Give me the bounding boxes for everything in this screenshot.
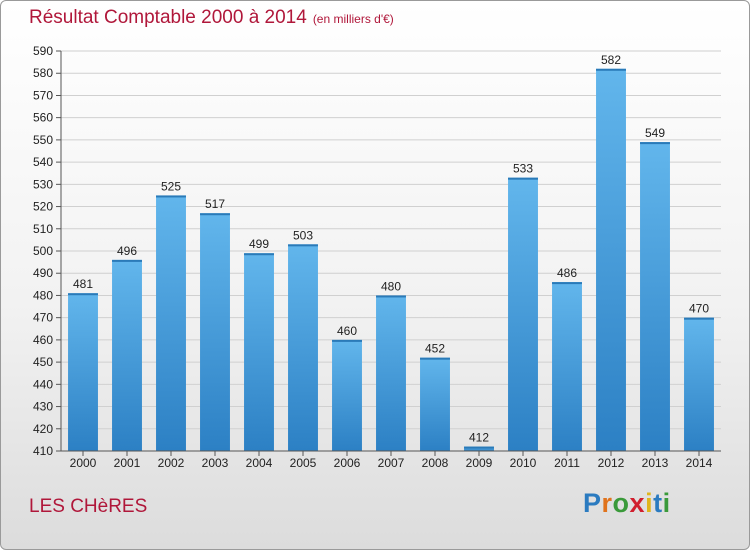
bar	[200, 213, 230, 451]
bar-top-edge	[376, 295, 406, 298]
y-tick-label: 470	[33, 311, 53, 325]
x-tick-label: 2001	[114, 456, 141, 470]
data-label: 549	[645, 126, 665, 140]
y-axis: 410 420 430 440 450 460 470 480 490 500 510 520 530 5…	[33, 44, 62, 458]
bar-top-edge	[640, 142, 670, 145]
bar	[464, 446, 494, 451]
data-label: 499	[249, 237, 269, 251]
bar	[596, 68, 626, 452]
title-text: Résultat Comptable 2000 à 2014	[29, 7, 307, 28]
x-axis: 2000 2001 2002 2003 2004 2005 2006 2007 2008 2009…	[61, 450, 721, 470]
logo-letter: x	[629, 488, 646, 518]
bar-top-edge	[156, 195, 186, 198]
data-label: 480	[381, 279, 401, 293]
bar-top-edge	[332, 339, 362, 342]
y-tick-label: 570	[33, 88, 53, 102]
x-tick-label: 2009	[466, 456, 493, 470]
y-tick-label: 520	[33, 200, 53, 214]
bar	[684, 317, 714, 451]
proxiti-logo[interactable]: Proxiti	[583, 488, 671, 519]
x-tick-label: 2006	[334, 456, 361, 470]
x-tick-label: 2004	[246, 456, 273, 470]
bar-top-edge	[464, 446, 494, 449]
data-label: 486	[557, 266, 577, 280]
data-label: 582	[601, 53, 621, 67]
x-tick-label: 2005	[290, 456, 317, 470]
y-tick-label: 440	[33, 377, 53, 391]
bar-top-edge	[684, 317, 714, 320]
y-tick-label: 490	[33, 266, 53, 280]
bar	[156, 195, 186, 451]
y-tick-label: 420	[33, 422, 53, 436]
y-tick-label: 430	[33, 400, 53, 414]
x-tick-label: 2003	[202, 456, 229, 470]
y-tick-label: 590	[33, 44, 53, 58]
chart-subtitle: (en milliers d'€)	[312, 12, 394, 26]
data-label: 525	[161, 179, 181, 193]
y-tick-label: 580	[33, 66, 53, 80]
x-tick-label: 2007	[378, 456, 405, 470]
bar	[68, 293, 98, 451]
bar	[552, 282, 582, 451]
place-name: LES CHèRES	[29, 496, 148, 517]
bar	[420, 357, 450, 451]
bar-top-edge	[288, 244, 318, 247]
logo-letter: o	[612, 488, 630, 518]
x-tick-label: 2000	[70, 456, 97, 470]
x-tick-label: 2012	[598, 456, 625, 470]
y-tick-label: 510	[33, 222, 53, 236]
data-label: 452	[425, 342, 445, 356]
y-tick-label: 530	[33, 177, 53, 191]
bar	[376, 295, 406, 451]
logo-letter: P	[583, 488, 602, 518]
data-label: 412	[469, 431, 489, 445]
y-tick-label: 550	[33, 133, 53, 147]
x-tick-label: 2010	[510, 456, 537, 470]
y-tick-label: 500	[33, 244, 53, 258]
bar-top-edge	[68, 293, 98, 296]
y-tick-label: 540	[33, 155, 53, 169]
y-tick-label: 560	[33, 111, 53, 125]
data-label: 496	[117, 244, 137, 258]
y-tick-label: 410	[33, 444, 53, 458]
y-tick-label: 460	[33, 333, 53, 347]
y-tick-label: 450	[33, 355, 53, 369]
bar-top-edge	[200, 213, 230, 216]
data-label: 517	[205, 197, 225, 211]
logo-letter: t	[653, 488, 663, 518]
data-label: 460	[337, 324, 357, 338]
bar-top-edge	[508, 177, 538, 180]
logo-letter: i	[662, 488, 671, 518]
x-tick-label: 2011	[554, 456, 580, 470]
data-label: 503	[293, 228, 313, 242]
data-label: 533	[513, 162, 533, 176]
x-tick-label: 2013	[642, 456, 669, 470]
bar-top-edge	[244, 253, 274, 256]
x-tick-label: 2014	[686, 456, 713, 470]
bars: 481 496 525 517 499 503 460 480 452 412 533 486 582 5…	[68, 53, 714, 452]
x-tick-label: 2008	[422, 456, 449, 470]
x-tick-label: 2002	[158, 456, 185, 470]
bar	[288, 244, 318, 451]
logo-letter: i	[645, 488, 654, 518]
bar	[508, 177, 538, 451]
bar	[112, 259, 142, 451]
bar	[244, 253, 274, 451]
logo-letter: r	[601, 488, 613, 518]
data-label: 470	[689, 302, 709, 316]
bar-top-edge	[420, 357, 450, 360]
bar	[640, 142, 670, 451]
chart-title: Résultat Comptable 2000 à 2014 (en millie…	[29, 7, 394, 29]
bar-top-edge	[596, 68, 626, 71]
data-label: 481	[73, 277, 93, 291]
bar	[332, 339, 362, 451]
bar-top-edge	[112, 259, 142, 262]
bar-top-edge	[552, 282, 582, 285]
y-tick-label: 480	[33, 288, 53, 302]
